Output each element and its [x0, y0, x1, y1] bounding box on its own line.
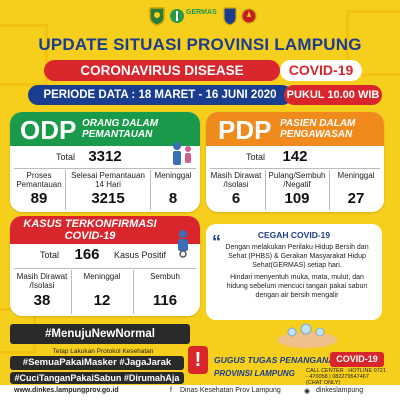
cegah-paragraph-2: Hindari menyentuh muka, mata, mulut, dan… — [226, 274, 368, 299]
footer-instagram[interactable]: dinkeslampung — [316, 387, 364, 394]
odp-c2-value: 3215 — [91, 190, 125, 207]
divider — [14, 268, 196, 269]
odp-c1-value: 89 — [30, 190, 48, 207]
pdp-total-label: Total — [246, 152, 266, 162]
medic-icon — [173, 142, 191, 165]
protokol-note: Tetap Lakukan Protokol Kesehatan — [52, 348, 154, 355]
kasus-title-2: COVID-19 — [64, 230, 116, 242]
pdp-total-value: 142 — [282, 148, 308, 165]
pdp-c2-value: 109 — [284, 190, 310, 207]
kasus-c2-value: 12 — [93, 292, 111, 309]
patient-icon — [178, 230, 188, 258]
divider — [133, 270, 134, 314]
kasus-c2-label: Meninggal — [83, 272, 121, 281]
divider — [329, 170, 330, 210]
kasus-c1-label: Masih Dirawat /Isolasi — [16, 272, 68, 290]
gugus-title: GUGUS TUGAS PENANGANAN — [214, 355, 341, 365]
kasus-total-value: 166 — [74, 246, 100, 263]
odp-header — [10, 112, 200, 146]
decor-frame — [0, 24, 48, 86]
germas-logo: GERMAS — [186, 9, 217, 16]
kasus-c3-value: 116 — [152, 292, 178, 309]
pdp-abbr: PDP — [218, 115, 272, 145]
pdp-card: PDP PASIEN DALAM PENGAWASAN Total 142 Ma… — [206, 112, 384, 212]
call-center: CALL CENTER : HOTLINE 0721 - 470058 | 08… — [306, 368, 386, 386]
cegah-title: CEGAH COVID-19 — [257, 230, 331, 240]
gugus-covid: COVID-19 — [330, 352, 384, 367]
odp-c3-label: Meninggal — [154, 171, 192, 180]
quote-open-icon: “ — [212, 232, 221, 252]
pdp-c1-value: 6 — [231, 190, 241, 207]
odp-desc-2: PEMANTAUAN — [82, 129, 153, 140]
divider — [71, 270, 72, 314]
police-crest-icon — [223, 7, 237, 26]
footer-facebook[interactable]: Dinas Kesehatan Prov Lampung — [180, 387, 281, 394]
kasus-c1-value: 38 — [33, 292, 51, 309]
gugus-province: PROVINSI LAMPUNG — [214, 369, 295, 378]
instagram-icon: ◉ — [304, 388, 311, 395]
kasus-positif-label: Kasus Positif — [114, 250, 167, 260]
pdp-desc-2: PENGAWASAN — [280, 129, 353, 140]
odp-card: ODP ORANG DALAM PEMANTAUAN Total 3312 Pr… — [10, 112, 200, 212]
pdp-c3-label: Meninggal — [337, 171, 375, 180]
pdp-desc-1: PASIEN DALAM — [280, 118, 356, 129]
kasus-total-label: Total — [40, 250, 60, 260]
facebook-icon: f — [170, 387, 172, 394]
logo-bar: GERMAS — [0, 4, 400, 30]
footer: www.dinkes.lampungprov.go.id f Dinas Kes… — [0, 385, 400, 400]
odp-total-label: Total — [56, 152, 76, 162]
odp-c1-label: Proses Pemantauan — [16, 171, 62, 189]
divider — [150, 170, 151, 210]
divider — [210, 168, 380, 169]
hashtag-new-normal: #MenujuNewNormal — [10, 324, 190, 344]
lampung-crest-icon — [149, 7, 165, 26]
hashtag-masker: #SemuaPakaiMasker #JagaJarak — [10, 356, 184, 370]
odp-c3-value: 8 — [168, 190, 178, 207]
footer-website[interactable]: www.dinkes.lampungprov.go.id — [14, 387, 119, 394]
odp-total-value: 3312 — [88, 148, 122, 165]
odp-desc-1: ORANG DALAM — [82, 118, 159, 129]
pukul-time: PUKUL 10.00 WIB — [284, 85, 382, 105]
pdp-c3-value: 27 — [347, 190, 365, 207]
pdp-c1-label: Masih Dirawat /Isolasi — [210, 171, 262, 189]
cegah-paragraph-1: Dengan melakukan Perilaku Hidup Bersih d… — [225, 244, 369, 269]
pdp-c2-label: Pulang/Sembuh /Negatif — [268, 171, 326, 189]
exclamation-icon: ! — [188, 346, 208, 374]
pdp-header — [206, 112, 384, 146]
hashtag-cuci-tangan: #CuciTanganPakaiSabun #DirumahAja — [10, 372, 184, 384]
kasus-header — [10, 216, 200, 244]
kasus-card: KASUS TERKONFIRMASI COVID-19 Total 166 K… — [10, 216, 200, 316]
kasus-c3-label: Sembuh — [150, 272, 180, 281]
divider — [14, 168, 196, 169]
odp-c2-label: Selesai Pemantauan 14 Hari — [71, 171, 145, 189]
page-title: UPDATE SITUASI PROVINSI LAMPUNG — [38, 35, 362, 54]
banner-coronavirus: CORONAVIRUS DISEASE — [44, 60, 280, 81]
divider — [65, 170, 66, 210]
kasus-title-1: KASUS TERKONFIRMASI — [23, 218, 157, 230]
periode-data: PERIODE DATA : 18 MARET - 16 JUNI 2020 — [28, 85, 292, 105]
army-crest-icon — [241, 8, 257, 24]
cegah-box: “ CEGAH COVID-19 Dengan melakukan Perila… — [206, 224, 382, 320]
odp-abbr: ODP — [20, 115, 77, 145]
health-ministry-icon — [170, 9, 184, 23]
decor-frame — [346, 10, 400, 76]
banner-covid: COVID-19 — [280, 60, 362, 81]
handwash-icon — [277, 323, 337, 348]
divider — [265, 170, 266, 210]
